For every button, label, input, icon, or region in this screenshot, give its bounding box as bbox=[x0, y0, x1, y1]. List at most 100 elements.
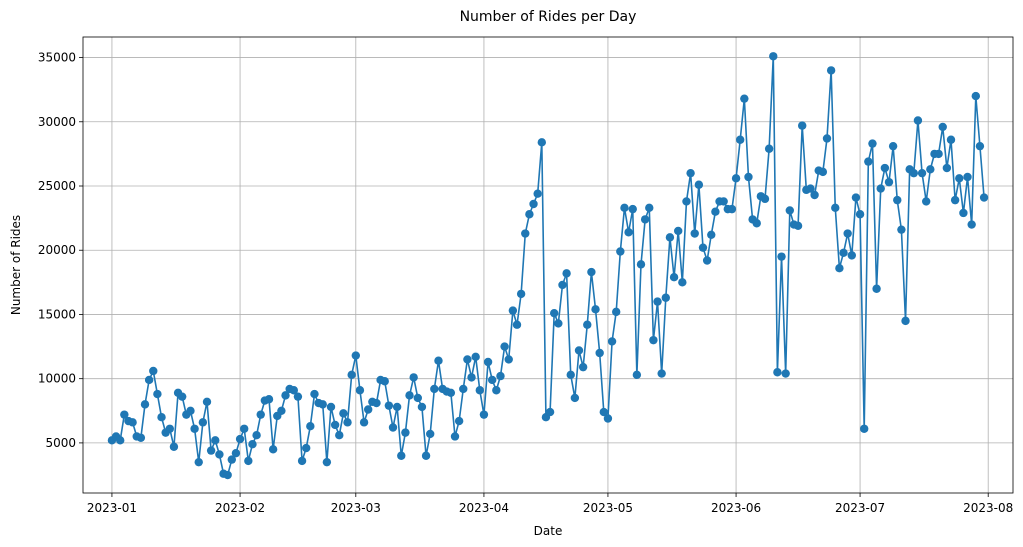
data-point bbox=[694, 180, 704, 189]
data-point bbox=[417, 402, 427, 412]
data-point bbox=[545, 407, 555, 417]
data-point bbox=[306, 422, 315, 431]
plot-frame bbox=[82, 36, 1014, 494]
data-point bbox=[339, 409, 348, 418]
data-point bbox=[793, 221, 803, 231]
data-point bbox=[888, 141, 898, 151]
data-point bbox=[256, 410, 265, 419]
data-point bbox=[364, 405, 373, 414]
data-point bbox=[281, 391, 290, 400]
data-point bbox=[488, 375, 497, 385]
data-point bbox=[946, 135, 956, 144]
y-tick-label: 30000 bbox=[38, 115, 76, 129]
data-point bbox=[157, 413, 166, 422]
data-point bbox=[537, 138, 546, 147]
data-point bbox=[587, 267, 596, 277]
data-point bbox=[574, 346, 584, 355]
data-point bbox=[405, 391, 414, 400]
y-axis-ticks: 5000 10000 15000 20000 25000 30000 35000 bbox=[38, 51, 83, 450]
data-point bbox=[653, 297, 662, 306]
data-point bbox=[165, 424, 174, 433]
data-point bbox=[178, 392, 187, 401]
data-point bbox=[198, 418, 208, 427]
data-point bbox=[136, 433, 146, 442]
data-point bbox=[645, 203, 654, 213]
data-point bbox=[769, 52, 778, 61]
data-point bbox=[599, 407, 608, 417]
data-point bbox=[421, 451, 431, 460]
data-point bbox=[330, 420, 340, 430]
data-point bbox=[806, 184, 815, 193]
data-point bbox=[446, 388, 456, 398]
data-point bbox=[839, 248, 848, 257]
data-point bbox=[144, 375, 154, 385]
x-tick-label: 2023-02 bbox=[215, 501, 265, 515]
data-point bbox=[335, 431, 344, 440]
data-point bbox=[450, 432, 460, 441]
data-point bbox=[583, 320, 592, 329]
data-point bbox=[624, 228, 633, 237]
data-point bbox=[950, 195, 960, 205]
data-point bbox=[822, 134, 832, 143]
data-point bbox=[479, 410, 489, 419]
x-tick-label: 2023-05 bbox=[583, 501, 633, 515]
data-point bbox=[967, 220, 976, 229]
data-point bbox=[682, 197, 691, 206]
x-axis-ticks: 2023-01 2023-02 2023-03 2023-04 2023-05 2023-… bbox=[87, 493, 1013, 515]
data-point bbox=[872, 284, 881, 293]
data-point bbox=[413, 393, 422, 403]
data-point bbox=[636, 260, 646, 269]
data-point bbox=[252, 431, 261, 440]
data-point bbox=[884, 177, 894, 187]
data-point bbox=[616, 247, 625, 256]
data-point bbox=[459, 384, 468, 394]
data-point bbox=[231, 448, 241, 458]
data-point bbox=[223, 470, 232, 480]
data-point bbox=[868, 139, 877, 148]
data-point bbox=[508, 306, 518, 315]
grid-lines bbox=[83, 37, 1013, 493]
data-point bbox=[347, 370, 356, 380]
data-point bbox=[471, 352, 480, 362]
data-point bbox=[810, 190, 819, 200]
data-point bbox=[496, 371, 505, 381]
x-tick-label: 2023-01 bbox=[87, 501, 137, 515]
data-point bbox=[777, 252, 786, 261]
data-point bbox=[785, 206, 794, 215]
data-point bbox=[760, 194, 770, 204]
data-point bbox=[397, 451, 406, 460]
x-axis-label: Date bbox=[534, 524, 563, 538]
y-tick-label: 35000 bbox=[38, 51, 76, 65]
data-point bbox=[736, 135, 745, 144]
data-point bbox=[169, 442, 179, 451]
data-point bbox=[744, 172, 753, 182]
data-point bbox=[153, 389, 162, 399]
data-point bbox=[566, 370, 575, 380]
data-point bbox=[938, 122, 947, 132]
data-point bbox=[595, 348, 604, 358]
data-point bbox=[206, 446, 216, 455]
data-point bbox=[550, 308, 559, 318]
data-point bbox=[492, 386, 501, 395]
data-point bbox=[186, 406, 195, 415]
data-point bbox=[603, 414, 613, 423]
data-point bbox=[864, 157, 873, 166]
data-point bbox=[525, 210, 534, 219]
data-point bbox=[740, 94, 749, 103]
data-point bbox=[372, 398, 381, 408]
x-tick-label: 2023-08 bbox=[963, 501, 1013, 515]
data-point bbox=[558, 280, 567, 290]
data-point bbox=[302, 443, 311, 453]
data-point bbox=[578, 362, 588, 372]
data-point bbox=[277, 406, 286, 415]
data-point bbox=[897, 225, 906, 234]
data-point bbox=[227, 455, 236, 464]
data-point bbox=[190, 424, 199, 433]
data-point bbox=[194, 457, 203, 467]
data-point bbox=[149, 366, 158, 376]
data-point bbox=[430, 384, 439, 394]
data-point bbox=[922, 197, 931, 206]
data-point bbox=[401, 428, 410, 437]
data-point bbox=[773, 368, 782, 377]
data-point bbox=[120, 410, 129, 419]
